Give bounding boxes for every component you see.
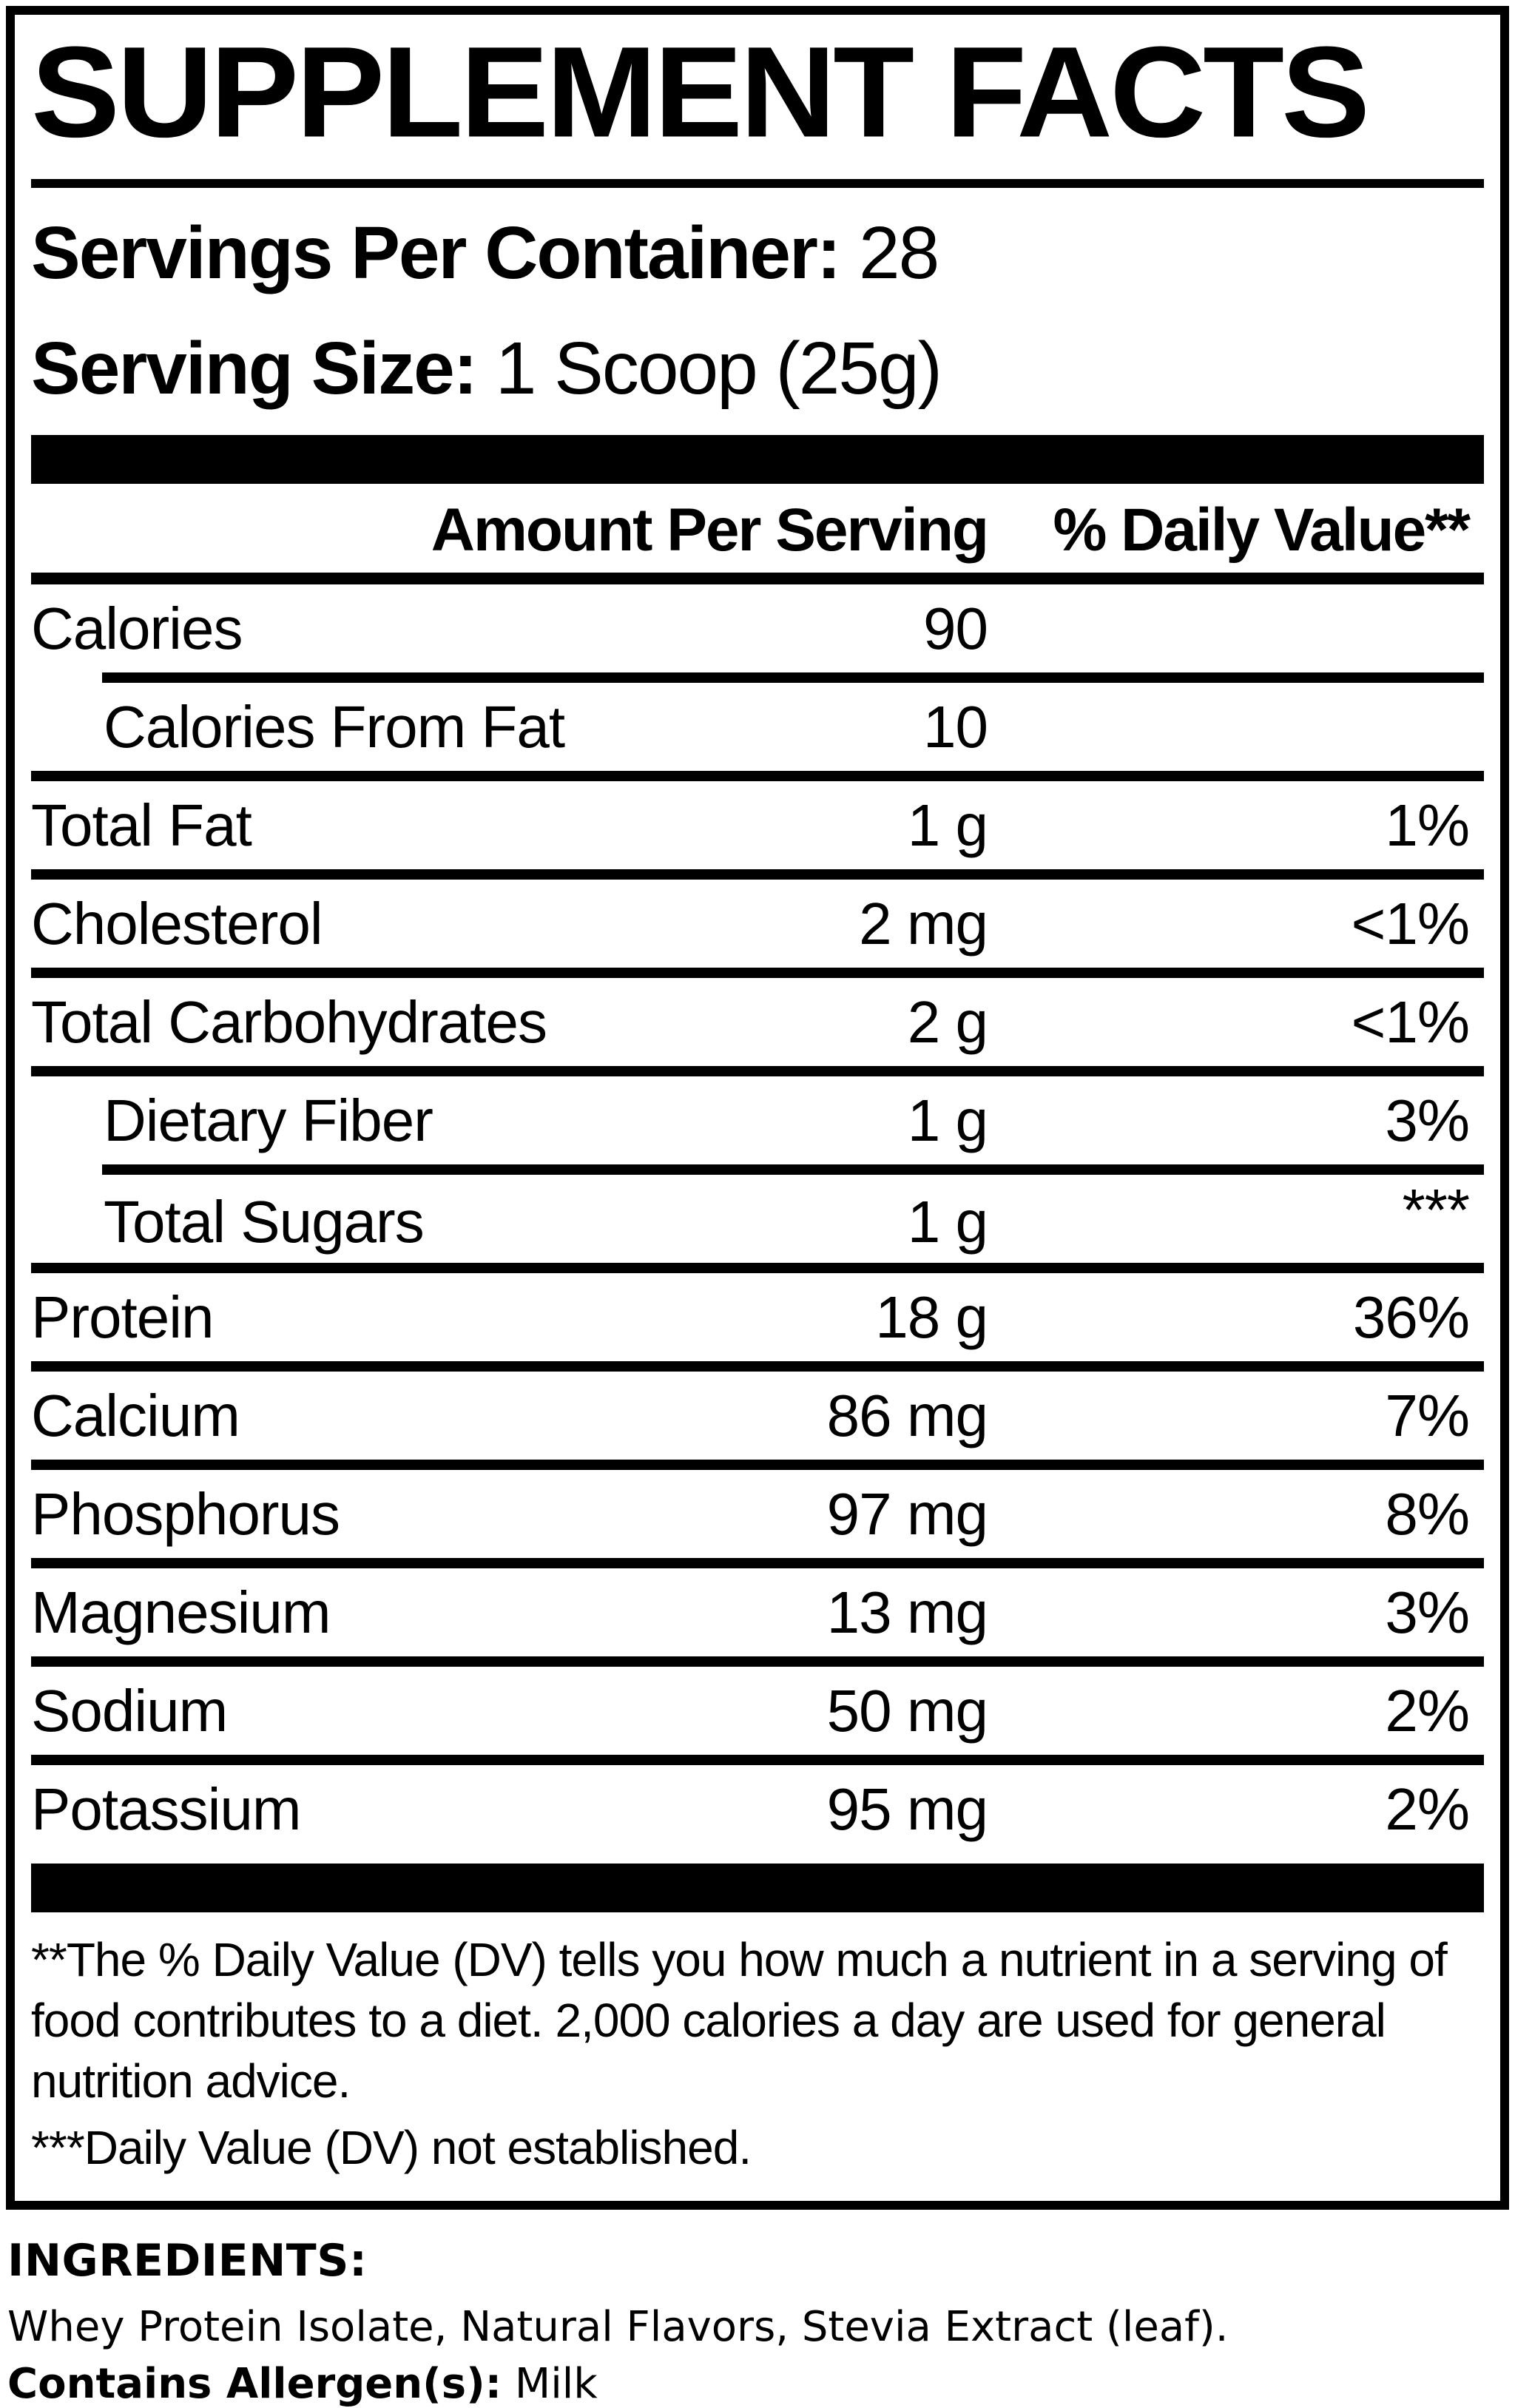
nutrient-daily-value: 1%	[1385, 792, 1470, 858]
row-divider-indented	[102, 1164, 1484, 1175]
nutrient-daily-value: 3%	[1385, 1579, 1470, 1645]
row-calories-from-fat: Calories From Fat 10	[31, 683, 1484, 771]
nutrient-label: Phosphorus	[31, 1480, 340, 1547]
row-divider	[31, 1460, 1484, 1470]
row-divider	[31, 1263, 1484, 1273]
serving-size-value: 1 Scoop (25g)	[495, 327, 942, 410]
nutrient-daily-value: 36%	[1352, 1284, 1470, 1350]
daily-value-header: % Daily Value**	[1053, 496, 1471, 564]
header-divider	[31, 573, 1484, 584]
not-established-footnote: ***Daily Value (DV) not established.	[31, 2120, 752, 2174]
row-magnesium: Magnesium 13 mg 3%	[31, 1568, 1484, 1656]
row-divider	[31, 1755, 1484, 1765]
nutrient-amount: 1 g	[907, 1087, 988, 1153]
title-divider	[31, 179, 1484, 188]
nutrient-daily-value: 2%	[1385, 1775, 1470, 1842]
nutrient-amount: 13 mg	[826, 1579, 988, 1645]
nutrient-amount: 1 g	[907, 792, 988, 858]
allergen-line: Contains Allergen(s): Milk	[7, 2360, 1500, 2408]
row-divider	[31, 968, 1484, 978]
nutrient-daily-value: ***	[1402, 1177, 1470, 1243]
servings-per-container-label: Servings Per Container:	[31, 212, 841, 294]
serving-size-line: Serving Size: 1 Scoop (25g)	[31, 324, 1484, 413]
nutrient-amount: 50 mg	[826, 1677, 988, 1744]
nutrient-label: Sodium	[31, 1677, 228, 1744]
nutrient-daily-value: 2%	[1385, 1677, 1470, 1744]
ingredients-list: Whey Protein Isolate, Natural Flavors, S…	[7, 2302, 1229, 2351]
nutrient-amount: 1 g	[907, 1189, 988, 1255]
nutrient-label: Magnesium	[31, 1579, 331, 1645]
row-divider	[31, 1361, 1484, 1372]
row-calcium: Calcium 86 mg 7%	[31, 1372, 1484, 1460]
ingredients-section: INGREDIENTS: Whey Protein Isolate, Natur…	[7, 2235, 1500, 2408]
row-divider-indented	[102, 672, 1484, 683]
nutrient-daily-value: <1%	[1351, 890, 1470, 957]
separator-bar-top	[31, 435, 1484, 484]
separator-bar-bottom	[31, 1864, 1484, 1912]
allergen-label: Contains Allergen(s):	[7, 2359, 502, 2408]
nutrient-label: Cholesterol	[31, 890, 323, 957]
table-header: Amount Per Serving % Daily Value**	[31, 496, 1484, 565]
row-divider	[31, 869, 1484, 880]
row-divider	[31, 771, 1484, 781]
row-divider	[31, 1066, 1484, 1076]
nutrient-label: Total Fat	[31, 792, 252, 858]
nutrient-label: Dietary Fiber	[104, 1087, 433, 1153]
nutrient-amount: 2 mg	[859, 890, 988, 957]
amount-per-serving-header: Amount Per Serving	[431, 496, 989, 564]
nutrient-daily-value: 7%	[1385, 1382, 1470, 1448]
nutrient-label: Potassium	[31, 1775, 301, 1842]
allergen-value: Milk	[514, 2359, 598, 2408]
row-sodium: Sodium 50 mg 2%	[31, 1667, 1484, 1755]
nutrient-amount: 97 mg	[826, 1480, 988, 1547]
nutrient-amount: 2 g	[907, 988, 988, 1055]
nutrient-label: Total Sugars	[104, 1189, 425, 1255]
supplement-facts-panel: SUPPLEMENT FACTS Servings Per Container:…	[6, 6, 1509, 2210]
nutrient-label: Calories	[31, 595, 243, 661]
ingredients-heading: INGREDIENTS:	[7, 2234, 368, 2287]
row-divider	[31, 1558, 1484, 1568]
nutrient-label: Calcium	[31, 1382, 240, 1448]
nutrient-label: Protein	[31, 1284, 214, 1350]
nutrient-daily-value: <1%	[1351, 988, 1470, 1055]
panel-title: SUPPLEMENT FACTS	[31, 20, 1370, 165]
serving-size-label: Serving Size:	[31, 327, 478, 410]
nutrient-label: Total Carbohydrates	[31, 988, 547, 1055]
nutrient-amount: 18 g	[875, 1284, 988, 1350]
row-potassium: Potassium 95 mg 2%	[31, 1765, 1484, 1853]
row-total-sugars: Total Sugars 1 g ***	[31, 1175, 1484, 1263]
nutrient-daily-value: 8%	[1385, 1480, 1470, 1547]
nutrient-amount: 10	[923, 693, 988, 760]
row-dietary-fiber: Dietary Fiber 1 g 3%	[31, 1076, 1484, 1164]
servings-per-container-line: Servings Per Container: 28	[31, 209, 1484, 297]
nutrient-amount: 90	[923, 595, 988, 661]
servings-per-container-value: 28	[859, 212, 939, 294]
nutrient-amount: 86 mg	[826, 1382, 988, 1448]
row-divider	[31, 1656, 1484, 1667]
row-total-carbohydrates: Total Carbohydrates 2 g <1%	[31, 978, 1484, 1066]
row-phosphorus: Phosphorus 97 mg 8%	[31, 1470, 1484, 1558]
row-total-fat: Total Fat 1 g 1%	[31, 781, 1484, 869]
nutrient-amount: 95 mg	[826, 1775, 988, 1842]
daily-value-footnote: **The % Daily Value (DV) tells you how m…	[31, 1933, 1448, 2108]
row-cholesterol: Cholesterol 2 mg <1%	[31, 880, 1484, 968]
nutrient-daily-value: 3%	[1385, 1087, 1470, 1153]
row-calories: Calories 90	[31, 584, 1484, 672]
nutrient-label: Calories From Fat	[104, 693, 565, 760]
row-protein: Protein 18 g 36%	[31, 1273, 1484, 1361]
